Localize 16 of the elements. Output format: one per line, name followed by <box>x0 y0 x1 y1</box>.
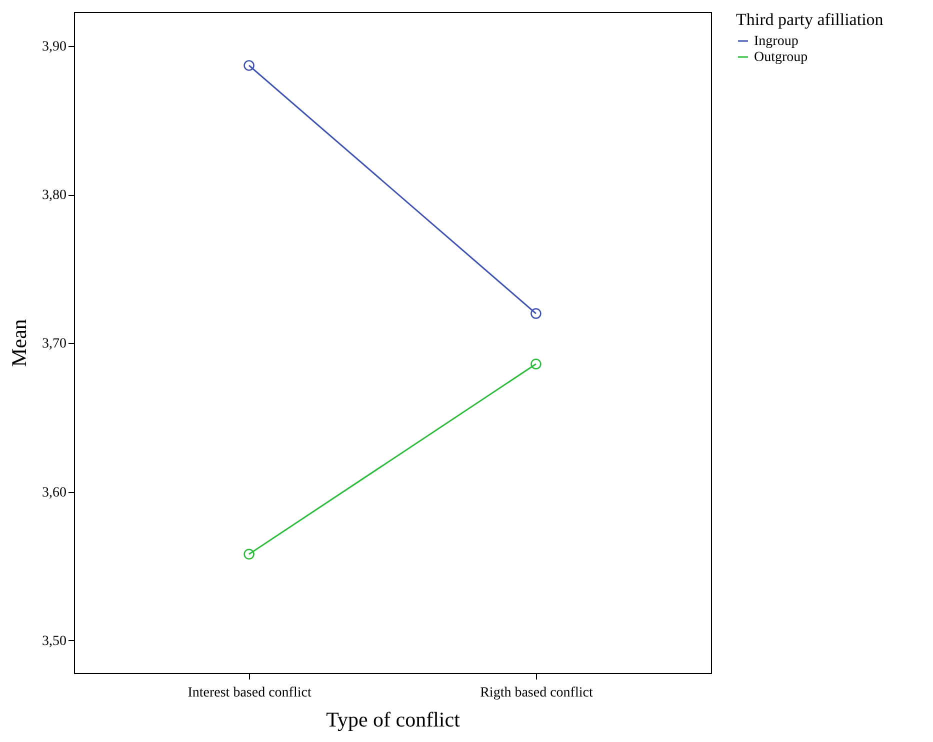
legend-label: Outgroup <box>754 50 808 65</box>
x-axis-title: Type of conflict <box>326 708 460 732</box>
y-tick-label: 3,90 <box>42 40 66 55</box>
x-tick-label: Rigth based conflict <box>480 686 593 700</box>
legend-title: Third party afilliation <box>736 10 884 29</box>
legend-label: Ingroup <box>754 34 798 49</box>
y-axis-title: Mean <box>7 318 31 367</box>
x-tick-label: Interest based conflict <box>188 686 312 700</box>
y-tick-label: 3,50 <box>42 634 66 649</box>
point <box>244 60 254 71</box>
point <box>530 308 542 319</box>
y-tick-label: 3,60 <box>42 485 66 500</box>
y-tick-label: 3,70 <box>42 336 66 352</box>
point <box>530 358 542 370</box>
y-tick-label: 3,80 <box>42 188 66 204</box>
point <box>244 548 254 560</box>
